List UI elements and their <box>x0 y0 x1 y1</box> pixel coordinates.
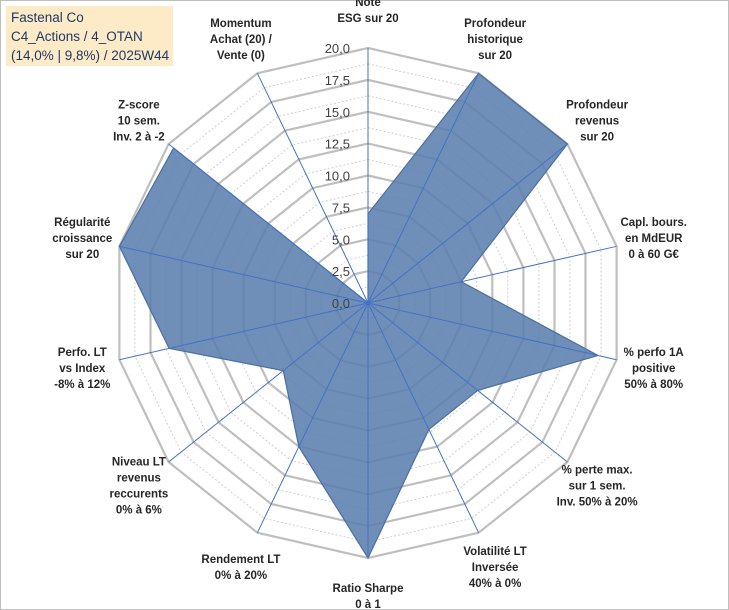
axis-spoke-8 <box>256 302 369 533</box>
axis-label-0: Note ESG sur 20 <box>337 0 398 25</box>
tick-label-8: 20,0 <box>325 41 350 56</box>
axis-label-1: Profondeur historique sur 20 <box>464 18 526 62</box>
chart-title-box: Fastenal Co C4_Actions / 4_OTAN (14,0% |… <box>6 6 173 66</box>
axis-spoke-9 <box>168 302 369 463</box>
axis-spoke-2 <box>367 143 568 304</box>
tick-label-1: 2,5 <box>332 264 350 279</box>
axis-spoke-12 <box>168 143 369 304</box>
axis-label-13: Momentum Achat (20) / Vente (0) <box>210 18 273 62</box>
axis-label-7: Ratio Sharpe 0 à 1 <box>333 583 404 610</box>
tick-labels: 0,0 2,5 5,0 7,5 10,0 12,5 15,0 17,5 20,0 <box>325 41 350 311</box>
axis-label-5: % perte max. sur 1 sem. Inv. 50% à 20% <box>557 465 638 509</box>
axis-label-8: Rendement LT 0% à 20% <box>201 554 280 582</box>
axis-spoke-4 <box>367 302 617 361</box>
axis-label-11: Régularité croissance sur 20 <box>52 217 112 261</box>
axis-label-4: % perfo 1A positive 50% à 80% <box>624 347 684 391</box>
axis-spoke-1 <box>367 73 480 304</box>
axis-spoke-5 <box>367 302 568 463</box>
chart-title-line-2: C4_Actions / 4_OTAN <box>11 29 143 44</box>
tick-label-3: 7,5 <box>332 200 350 215</box>
chart-title-line-3: (14,0% | 9,8%) / 2025W44 <box>11 48 170 63</box>
tick-label-6: 15,0 <box>325 105 350 120</box>
axis-spoke-3 <box>367 245 617 304</box>
axis-spoke-13 <box>256 73 369 304</box>
tick-label-5: 12,5 <box>325 137 350 152</box>
axis-label-9: Niveau LT revenus reccurents 0% à 6% <box>109 457 168 517</box>
axis-label-3: Capl. bours. en MdEUR 0 à 60 G€ <box>620 217 686 261</box>
tick-label-4: 10,0 <box>325 169 350 184</box>
chart-title-line-1: Fastenal Co <box>11 10 84 25</box>
axis-label-2: Profondeur revenus sur 20 <box>566 99 628 143</box>
tick-label-2: 5,0 <box>332 232 350 247</box>
tick-label-0: 0,0 <box>332 296 350 311</box>
axis-label-6: Volatilité LT Inversée 40% à 0% <box>463 546 526 590</box>
axis-spoke-6 <box>367 302 480 533</box>
tick-label-7: 17,5 <box>325 73 350 88</box>
axis-spoke-11 <box>119 245 369 304</box>
axis-label-10: Perfo. LT vs Index -8% à 12% <box>54 347 110 391</box>
axis-label-12: Z-score 10 sem. Inv. 2 à -2 <box>113 99 165 143</box>
axis-labels: Note ESG sur 20 Profondeur historique sur 20… <box>52 0 687 610</box>
axis-spokes <box>119 48 617 558</box>
axis-spoke-10 <box>119 302 369 361</box>
